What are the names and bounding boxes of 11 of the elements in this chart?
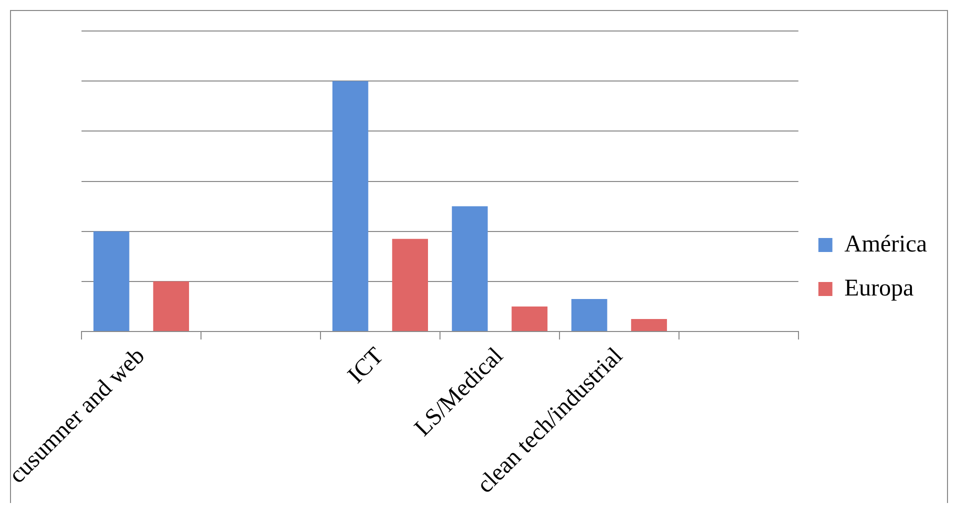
bar (153, 281, 190, 332)
bar (93, 231, 130, 332)
bar (452, 206, 488, 332)
x-tick-label: ICT (343, 342, 390, 389)
bar (512, 306, 548, 332)
bar (392, 238, 428, 332)
legend-label: Europa (844, 275, 914, 302)
bar (571, 298, 608, 332)
bar (631, 318, 667, 332)
bar (332, 81, 368, 332)
legend-label: América (844, 231, 928, 258)
